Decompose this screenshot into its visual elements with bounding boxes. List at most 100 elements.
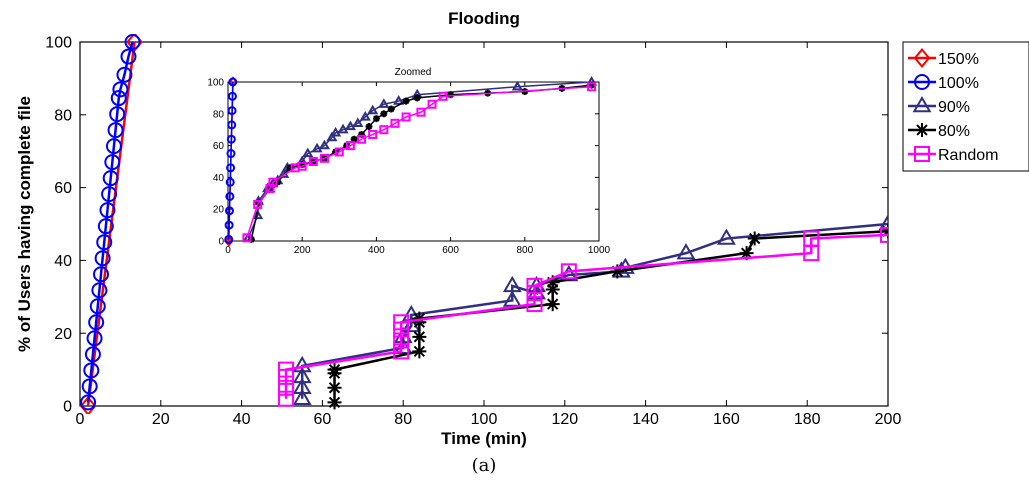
- main-point-80pct: [412, 344, 427, 359]
- inset-point-random: [253, 199, 263, 209]
- inset-y-tick-label: 100: [207, 78, 224, 89]
- legend-label: 150%: [938, 51, 979, 68]
- main-point-80pct: [545, 275, 560, 290]
- main-y-tick-label: 80: [54, 107, 72, 124]
- inset-point-100pct: [224, 206, 234, 216]
- main-point-90pct: [292, 366, 312, 384]
- legend-item-100pct: 100%: [908, 74, 979, 92]
- main-point-90pct: [502, 275, 522, 293]
- inset-point-90pct: [359, 110, 371, 121]
- inset-point-100pct: [226, 134, 236, 144]
- main-series-group: [79, 34, 888, 414]
- main-point-100pct: [88, 314, 105, 331]
- inset-point-80pct: [447, 91, 455, 99]
- legend-label: 100%: [938, 75, 979, 92]
- main-point-90pct: [716, 228, 736, 245]
- inset-point-80pct: [387, 105, 395, 113]
- inset-series-group: [223, 75, 598, 247]
- inset-point-100pct: [226, 149, 236, 159]
- main-point-random: [278, 361, 295, 378]
- main-point-90pct: [393, 326, 413, 344]
- main-series-random: [278, 226, 888, 407]
- main-point-80pct: [739, 246, 754, 261]
- main-point-100pct: [83, 362, 100, 379]
- main-x-tick-label: 40: [233, 411, 251, 428]
- main-point-80pct: [747, 231, 762, 246]
- legend-item-random: Random: [908, 146, 998, 164]
- inset-point-random: [308, 157, 318, 166]
- main-point-100pct: [109, 106, 126, 123]
- inset-point-random: [379, 125, 389, 135]
- inset-point-100pct: [225, 191, 235, 201]
- main-point-100pct: [116, 66, 133, 83]
- inset-point-90pct: [344, 120, 357, 131]
- main-y-tick-label: 0: [63, 399, 72, 416]
- main-x-tick-label: 60: [314, 411, 332, 428]
- inset-point-90pct: [252, 209, 264, 220]
- inset-point-90pct: [393, 95, 405, 105]
- legend-marker: [915, 123, 929, 137]
- main-point-100pct: [80, 394, 97, 411]
- x-axis-label: Time (min): [441, 429, 527, 448]
- inset-point-random: [390, 118, 400, 128]
- inset-y-tick-label: 0: [218, 237, 224, 248]
- main-point-80pct: [412, 329, 427, 344]
- main-point-90pct: [676, 243, 696, 260]
- main-point-100pct: [120, 48, 137, 65]
- main-y-tick-label: 20: [54, 326, 72, 343]
- inset-point-random: [357, 134, 367, 144]
- main-point-100pct: [105, 138, 122, 155]
- inset-point-100pct: [227, 120, 237, 130]
- inset-point-random: [268, 177, 278, 187]
- main-point-100pct: [93, 266, 110, 283]
- main-point-100pct: [84, 346, 101, 363]
- main-point-random: [278, 390, 295, 407]
- inset-point-80pct: [413, 94, 421, 102]
- main-x-tick-label: 120: [551, 411, 578, 428]
- main-x-tick-label: 200: [875, 411, 902, 428]
- inset-point-100pct: [227, 91, 237, 101]
- main-x-tick-label: 20: [152, 411, 170, 428]
- main-point-100pct: [112, 81, 129, 98]
- inset-point-100pct: [226, 163, 236, 173]
- inset-point-random: [401, 112, 411, 122]
- legend-marker: [914, 146, 930, 162]
- figure-caption: (a): [472, 455, 497, 476]
- inset-point-random: [438, 91, 448, 101]
- main-point-100pct: [101, 186, 118, 203]
- inset-point-random: [416, 107, 426, 117]
- legend-label: Random: [938, 147, 998, 164]
- main-point-90pct: [878, 213, 888, 231]
- main-series-100pct: [80, 34, 141, 411]
- legend-marker: [913, 48, 931, 68]
- main-point-150pct: [79, 396, 97, 414]
- y-axis-label: % of Users having complete file: [15, 96, 34, 352]
- inset-point-80pct: [402, 97, 410, 105]
- legend-label: 80%: [938, 123, 970, 140]
- main-point-100pct: [86, 330, 103, 347]
- legend-item-90pct: 90%: [908, 95, 970, 116]
- main-point-80pct: [327, 395, 342, 410]
- main-y-tick-label: 60: [54, 180, 72, 197]
- main-x-tick-label: 0: [76, 411, 85, 428]
- inset-title: Zoomed: [395, 67, 432, 78]
- main-point-80pct: [327, 380, 342, 395]
- inset-series-100pct: [224, 77, 238, 244]
- inset-point-80pct: [358, 130, 366, 138]
- inset-plot-frame: [227, 81, 600, 242]
- main-point-random: [803, 230, 820, 247]
- inset-point-150pct: [223, 235, 234, 247]
- inset-y-tick-group: 0 20 40 60 80 100: [207, 78, 599, 248]
- inset-point-random: [319, 153, 329, 163]
- inset-x-tick-label: 400: [368, 245, 385, 256]
- inset-point-random: [334, 147, 344, 157]
- inset-y-tick-label: 40: [213, 173, 225, 184]
- inset-point-90pct: [302, 147, 314, 158]
- inset-point-random: [297, 161, 307, 171]
- inset-point-random: [587, 82, 597, 92]
- inset-point-100pct: [224, 234, 234, 244]
- main-point-100pct: [94, 250, 111, 267]
- inset-y-tick-label: 80: [213, 109, 225, 120]
- legend-item-150pct: 150%: [908, 48, 979, 68]
- main-point-100pct: [96, 234, 113, 251]
